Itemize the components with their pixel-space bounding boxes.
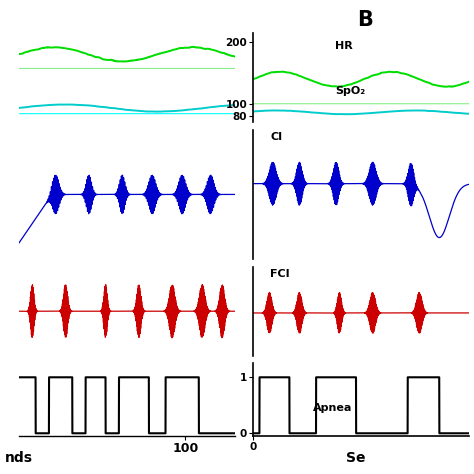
Text: nds: nds bbox=[5, 451, 33, 465]
Text: B: B bbox=[357, 10, 374, 30]
Text: SpO₂: SpO₂ bbox=[335, 86, 365, 96]
Text: Apnea: Apnea bbox=[313, 402, 353, 412]
Text: CI: CI bbox=[270, 132, 282, 142]
Text: Se: Se bbox=[346, 451, 365, 465]
Text: FCI: FCI bbox=[270, 269, 290, 279]
Text: HR: HR bbox=[335, 41, 353, 51]
